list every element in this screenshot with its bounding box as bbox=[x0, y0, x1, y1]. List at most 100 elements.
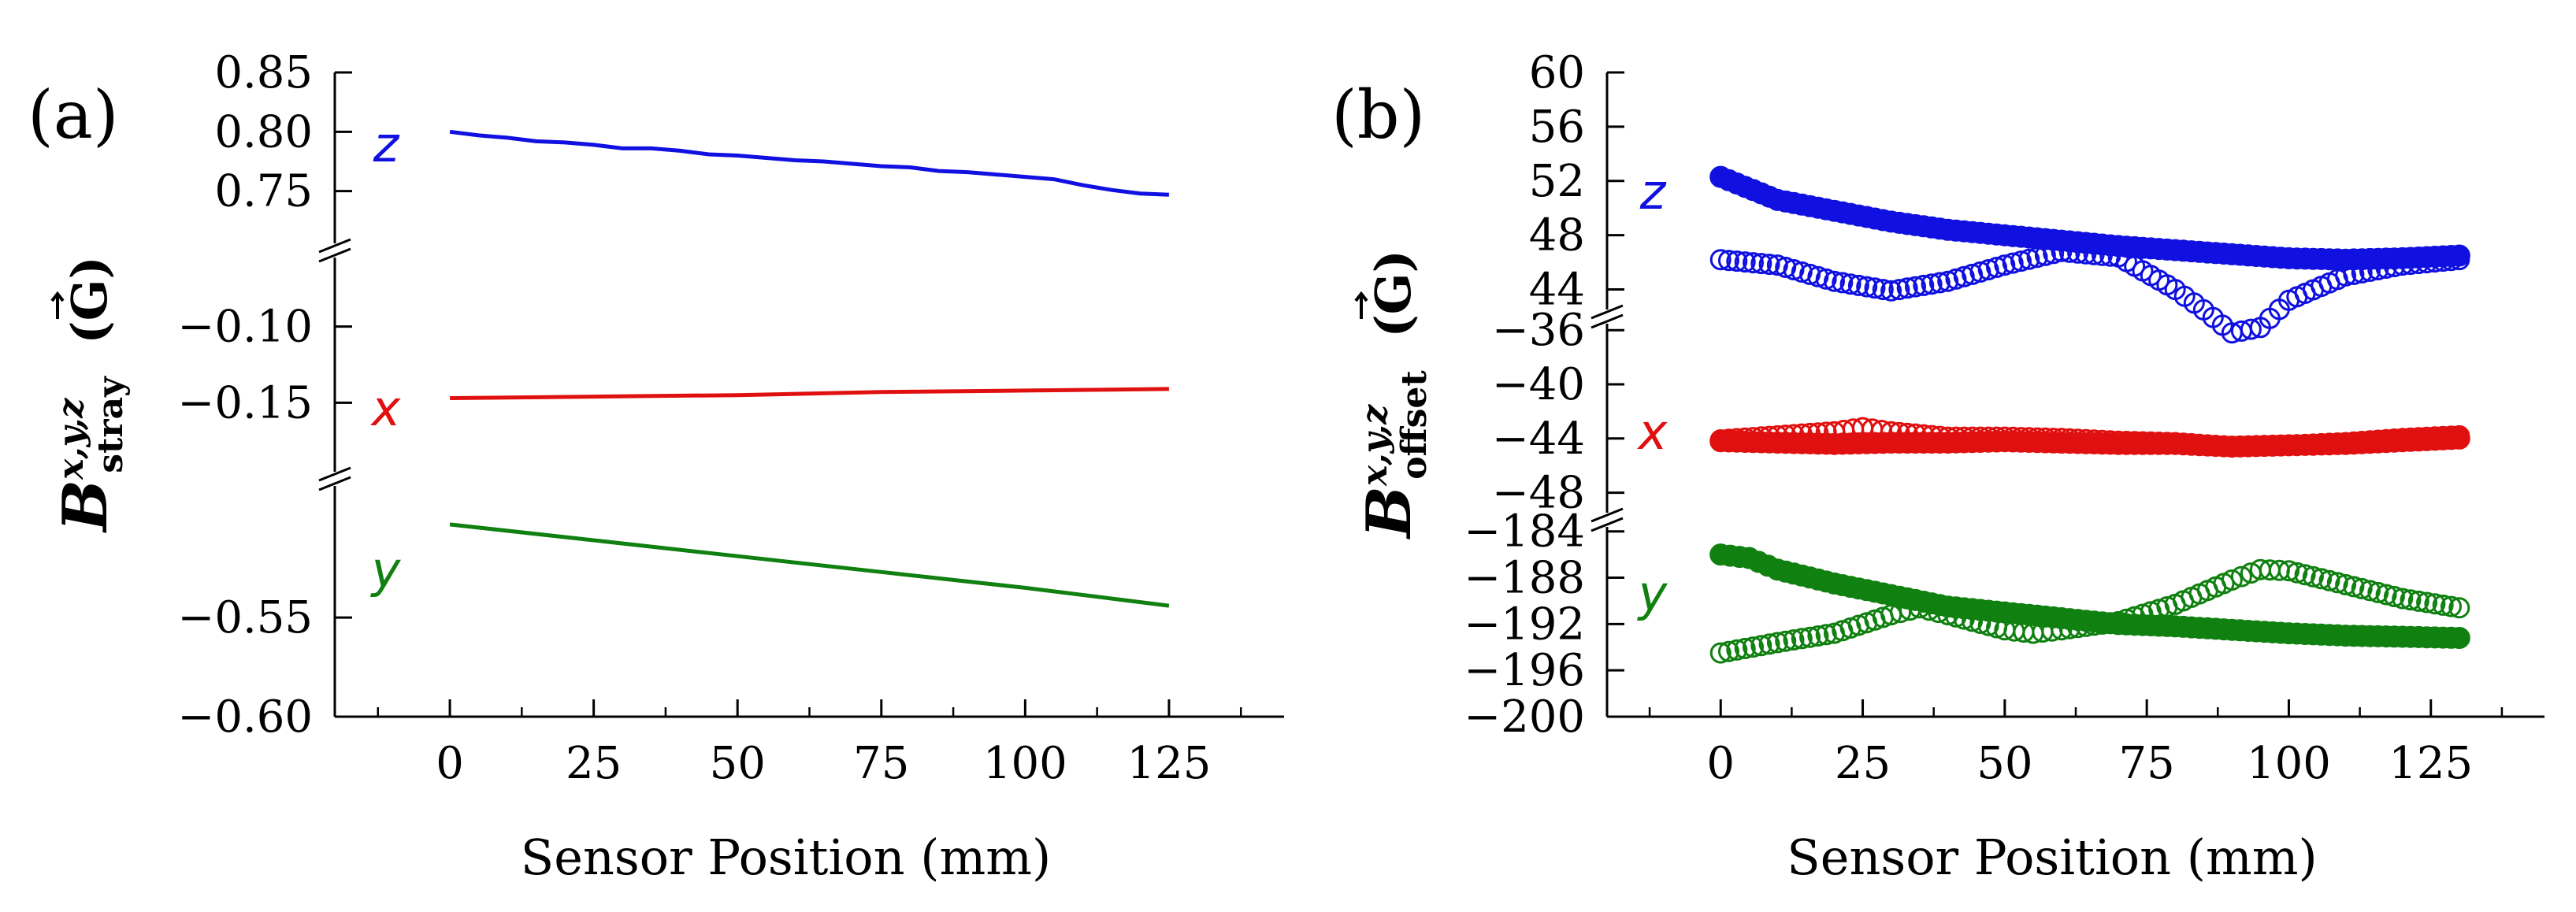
x-axis-title: Sensor Position (mm) bbox=[521, 829, 1051, 886]
data-point-y bbox=[1791, 628, 1813, 650]
data-point-x bbox=[1807, 422, 1829, 444]
data-point-x bbox=[2237, 436, 2259, 458]
series-tag-y: y bbox=[1637, 565, 1668, 622]
data-point-x bbox=[2173, 432, 2194, 454]
data-point-z bbox=[1937, 270, 1959, 292]
data-point-y bbox=[2359, 580, 2381, 602]
data-point-z bbox=[2407, 253, 2429, 275]
data-point-x bbox=[2302, 433, 2324, 455]
data-point-x bbox=[2132, 431, 2154, 453]
data-point-x bbox=[2367, 429, 2389, 451]
data-point-y bbox=[1750, 635, 1772, 657]
data-point-x bbox=[2140, 431, 2162, 453]
data-point-x bbox=[2286, 434, 2308, 456]
data-point-x bbox=[2026, 427, 2048, 449]
data-point-z bbox=[2083, 243, 2105, 265]
data-point-x bbox=[1799, 422, 1821, 444]
data-point-x bbox=[1766, 424, 1788, 447]
data-point-y bbox=[1945, 606, 1967, 628]
series-tag-z: z bbox=[1639, 163, 1667, 221]
data-point-x bbox=[1962, 426, 1984, 448]
data-point-x bbox=[2188, 433, 2210, 455]
data-point-z bbox=[1815, 268, 1837, 290]
series-line-z bbox=[449, 129, 1170, 197]
x-tick-label: 125 bbox=[2389, 738, 2473, 789]
data-point-z bbox=[2240, 318, 2262, 340]
y-axis-unit: (G) bbox=[61, 256, 118, 361]
data-point-y bbox=[2367, 581, 2389, 603]
data-point-x bbox=[1783, 424, 1805, 446]
data-point-z bbox=[2335, 265, 2357, 287]
x-tick-label: 0 bbox=[436, 738, 464, 789]
data-point-x bbox=[2002, 426, 2024, 448]
data-point-x bbox=[2318, 432, 2340, 454]
data-point-x bbox=[2156, 432, 2178, 454]
data-point-x bbox=[2043, 428, 2065, 450]
y-axis-subscript: offset bbox=[1394, 370, 1435, 480]
data-point-z bbox=[2441, 250, 2462, 272]
data-point-x bbox=[2424, 426, 2446, 448]
data-point-z bbox=[1726, 250, 1748, 272]
data-point-x bbox=[2067, 428, 2089, 450]
series-y-filled bbox=[1709, 543, 2470, 649]
data-point-y bbox=[1775, 630, 1797, 652]
data-point-y bbox=[1734, 637, 1756, 659]
data-point-x bbox=[2010, 427, 2032, 449]
data-point-y bbox=[1718, 640, 1739, 662]
data-point-y bbox=[1815, 624, 1837, 646]
data-point-y bbox=[2092, 613, 2113, 635]
y-axis-symbol: B bbox=[50, 480, 121, 533]
data-point-y bbox=[2051, 619, 2073, 641]
data-point-z bbox=[1750, 253, 1772, 275]
y-tick-label: −44 bbox=[1492, 413, 1585, 465]
data-point-z bbox=[1945, 268, 1967, 290]
y-tick-label: −196 bbox=[1464, 645, 1585, 696]
data-point-z bbox=[1743, 252, 1764, 274]
data-point-x bbox=[1977, 426, 1999, 448]
data-point-x bbox=[1709, 429, 1732, 450]
axis-break-mark bbox=[318, 466, 351, 482]
data-point-z bbox=[2010, 250, 2032, 272]
series-tag-x: x bbox=[370, 380, 402, 437]
data-point-y bbox=[2075, 615, 2097, 637]
y-tick-label: 0.75 bbox=[214, 166, 313, 217]
data-point-y bbox=[2416, 591, 2438, 614]
data-point-x bbox=[2018, 427, 2040, 449]
data-point-z bbox=[2400, 254, 2422, 276]
data-point-z bbox=[1791, 261, 1813, 283]
data-point-z bbox=[2051, 240, 2073, 262]
data-point-y bbox=[1953, 608, 1975, 630]
data-point-x bbox=[1726, 428, 1748, 450]
data-point-x bbox=[2441, 425, 2462, 447]
data-point-y bbox=[2400, 589, 2422, 611]
data-point-x bbox=[1994, 426, 2016, 448]
y-axis-symbol: B bbox=[1353, 486, 1425, 539]
data-point-z bbox=[1824, 270, 1845, 292]
data-point-x bbox=[2213, 435, 2235, 457]
y-tick-label: 56 bbox=[1529, 102, 1585, 153]
data-point-z bbox=[2416, 252, 2438, 274]
data-point-y bbox=[2099, 612, 2121, 634]
data-point-y bbox=[2432, 594, 2454, 616]
series-z-filled bbox=[1709, 165, 2470, 271]
data-point-z bbox=[1888, 279, 1910, 301]
vector-arrow-icon bbox=[1354, 291, 1368, 319]
data-point-z bbox=[1856, 276, 1878, 298]
data-point-z bbox=[2424, 251, 2446, 273]
data-point-y bbox=[2294, 564, 2316, 586]
data-point-x bbox=[2245, 435, 2267, 457]
data-point-y bbox=[1758, 633, 1780, 655]
axis-break-mark bbox=[1591, 313, 1624, 329]
data-point-x bbox=[2392, 428, 2414, 450]
data-point-z bbox=[2432, 250, 2454, 272]
data-point-z bbox=[1734, 251, 1756, 273]
data-point-x bbox=[1969, 426, 1991, 448]
x-tick-label: 50 bbox=[1977, 738, 2032, 789]
data-point-x bbox=[2221, 436, 2243, 458]
data-point-y bbox=[1709, 642, 1732, 664]
axis-break-mark bbox=[1591, 517, 1624, 532]
data-point-y bbox=[1726, 639, 1748, 661]
data-point-z bbox=[1896, 277, 1918, 299]
data-point-y bbox=[1977, 614, 1999, 636]
data-point-x bbox=[2092, 429, 2113, 451]
